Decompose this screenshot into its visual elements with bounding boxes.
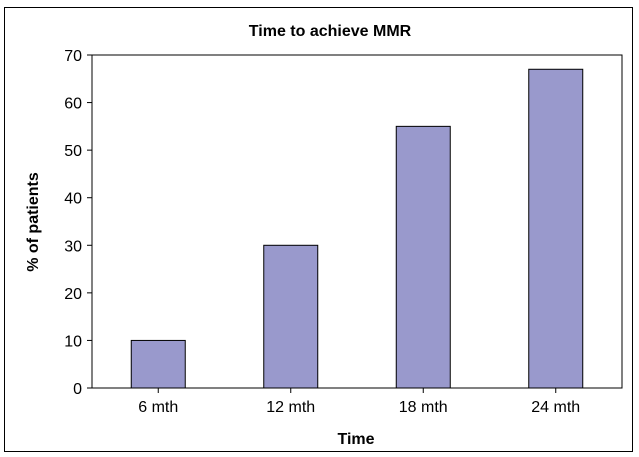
x-axis: 6 mth 12 mth 18 mth 24 mth <box>138 388 580 416</box>
y-tick-label: 40 <box>64 191 82 208</box>
y-tick-label: 30 <box>64 238 82 255</box>
x-tick-label: 18 mth <box>399 399 448 416</box>
bars <box>130 68 584 389</box>
y-tick-label: 0 <box>73 381 82 398</box>
y-tick-label: 20 <box>64 286 82 303</box>
chart-title: Time to achieve MMR <box>249 23 412 40</box>
bar-6-mth <box>130 339 186 389</box>
x-tick-label: 6 mth <box>138 399 178 416</box>
y-tick-label: 10 <box>64 333 82 350</box>
bar-18-mth <box>395 125 451 389</box>
bar-24-mth <box>528 68 584 389</box>
y-tick-label: 50 <box>64 143 82 160</box>
x-tick-label: 24 mth <box>531 399 580 416</box>
x-axis-title: Time <box>337 431 374 448</box>
y-tick-label: 70 <box>64 48 82 65</box>
x-tick-label: 12 mth <box>266 399 315 416</box>
y-axis: 0 10 20 30 40 50 60 70 <box>64 48 92 398</box>
y-tick-label: 60 <box>64 96 82 113</box>
bar-12-mth <box>263 244 319 389</box>
y-axis-title: % of patients <box>25 172 42 272</box>
